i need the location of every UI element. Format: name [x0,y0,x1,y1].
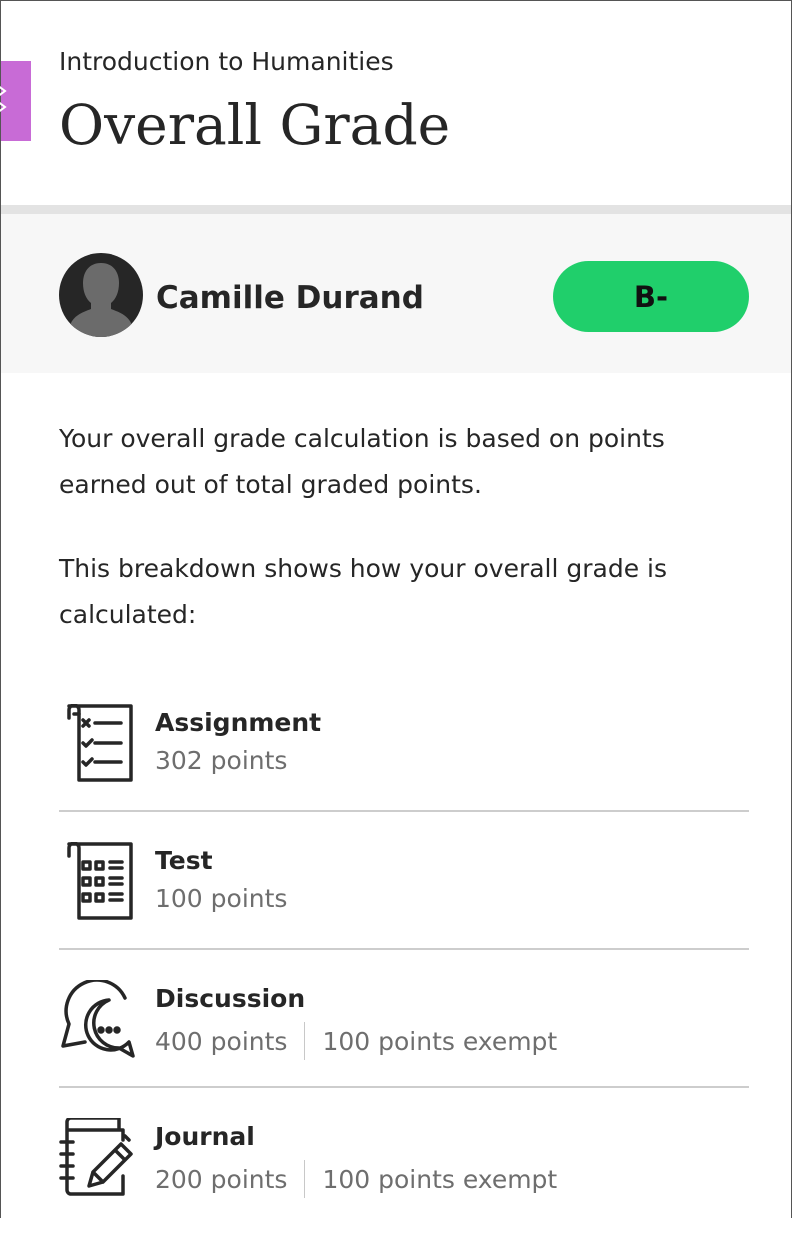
category-assignment: Assignment 302 points [59,704,749,842]
category-label: Assignment [155,708,322,737]
separator [59,1086,749,1088]
category-label: Test [155,846,213,875]
category-points: 400 points [155,1026,288,1056]
description-breakdown: This breakdown shows how your overall gr… [59,554,668,629]
divider [1,205,791,214]
category-discussion: Discussion 400 points 100 points exempt [59,980,749,1118]
discussion-bubbles-icon [61,980,135,1058]
category-exempt: 100 points exempt [322,1164,558,1194]
points-divider [304,1160,306,1198]
category-test: Test 100 points [59,842,749,980]
points-divider [304,1022,306,1060]
description-calculation: Your overall grade calculation is based … [59,424,665,499]
separator [59,948,749,950]
category-points: 100 points [155,884,288,913]
assignment-checklist-icon [67,704,133,782]
test-grid-icon [67,842,133,920]
category-journal: Journal 200 points 100 points exempt [59,1118,749,1256]
category-exempt: 100 points exempt [322,1026,558,1056]
grip-icon [0,86,7,112]
separator [59,810,749,812]
avatar [59,253,143,337]
user-silhouette-icon [69,263,133,337]
grade-pill[interactable]: B- [553,261,749,332]
journal-pencil-icon [59,1118,133,1196]
course-name: Introduction to Humanities [59,47,394,76]
category-label: Discussion [155,984,306,1013]
category-label: Journal [155,1122,255,1151]
category-points: 200 points [155,1164,288,1194]
student-header: Camille Durand B- [1,214,791,373]
page-title: Overall Grade [59,93,451,157]
side-panel-tab[interactable] [0,61,31,141]
student-name: Camille Durand [156,280,424,316]
category-points: 302 points [155,746,288,775]
